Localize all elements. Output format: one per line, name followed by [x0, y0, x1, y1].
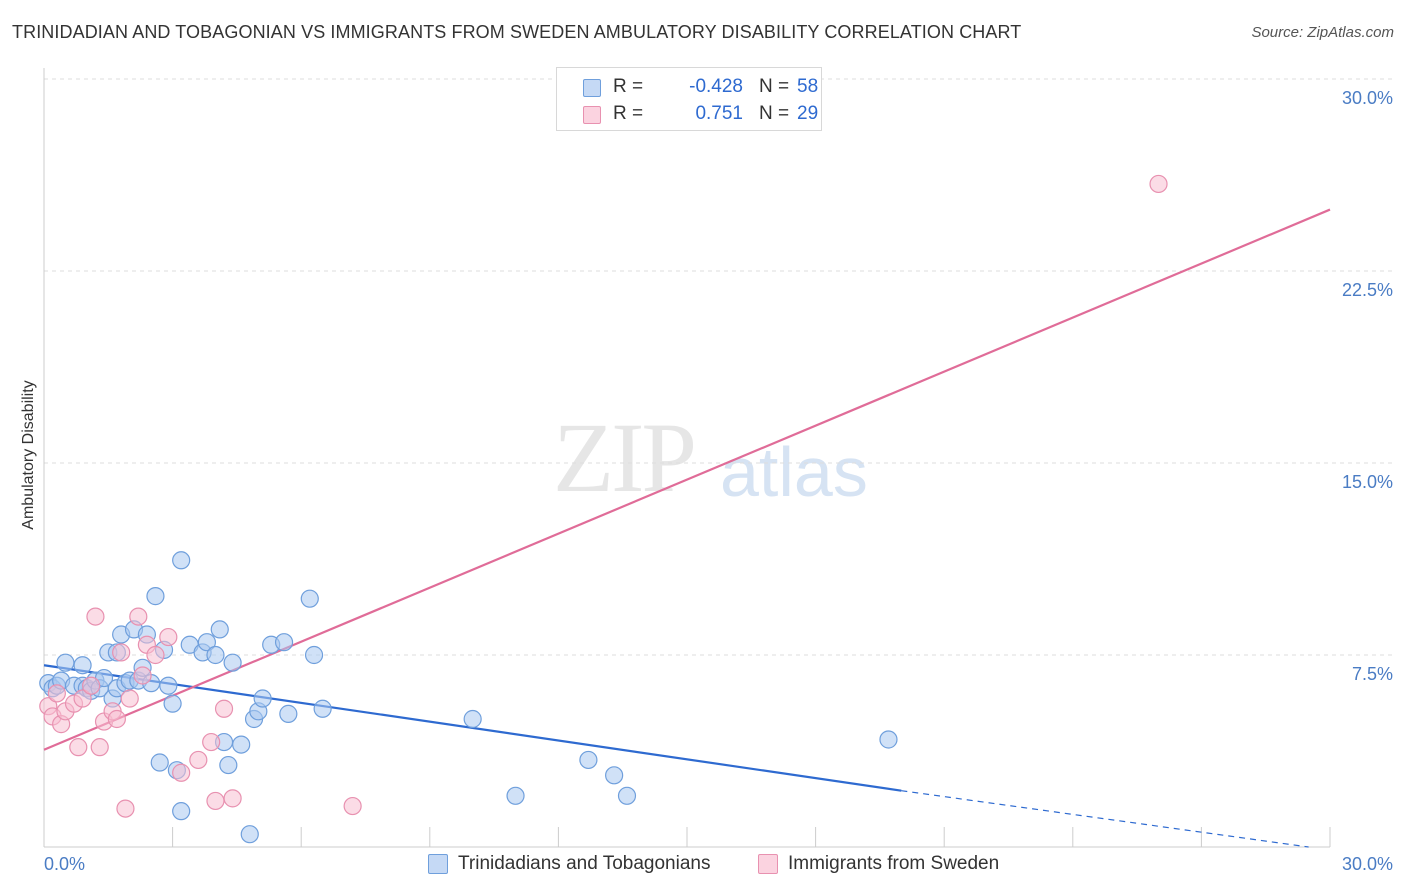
legend-swatch-blue	[583, 79, 601, 97]
source-credit: Source: ZipAtlas.com	[1251, 24, 1394, 41]
point-sweden	[129, 607, 148, 626]
watermark-atlas: atlas	[720, 433, 868, 511]
legend-n-label: N =	[759, 76, 790, 97]
point-sweden	[116, 799, 135, 818]
bottom-legend-label: Trinidadians and Tobagonians	[458, 853, 711, 874]
point-trinidadians	[313, 699, 332, 718]
point-trinidadians	[232, 735, 251, 754]
point-sweden	[206, 791, 225, 811]
point-trinidadians	[210, 620, 229, 639]
point-sweden	[214, 699, 234, 718]
point-sweden	[69, 738, 88, 757]
point-trinidadians	[223, 653, 242, 672]
point-trinidadians	[146, 587, 165, 606]
x-tick-label: 0.0%	[44, 854, 85, 874]
point-sweden	[1149, 174, 1168, 194]
point-sweden	[86, 607, 105, 626]
grid-layer	[44, 78, 1394, 656]
watermark-zip: ZIP	[553, 402, 697, 513]
point-trinidadians	[240, 825, 259, 844]
legend-n-value: 58	[797, 76, 819, 97]
point-trinidadians	[279, 704, 298, 723]
point-trinidadians	[463, 709, 482, 729]
point-sweden	[73, 689, 92, 708]
point-trinidadians	[150, 753, 169, 772]
point-trinidadians	[219, 755, 238, 775]
legend-r-label: R =	[613, 103, 644, 124]
legend-n-label: N =	[759, 103, 790, 124]
point-trinidadians	[159, 676, 178, 695]
axis-layer	[43, 68, 1331, 848]
trend-line-sweden	[43, 208, 1331, 751]
point-sweden	[107, 709, 126, 729]
point-sweden	[120, 689, 139, 708]
point-trinidadians	[304, 645, 324, 665]
point-trinidadians	[73, 656, 92, 675]
x-tick-label: 30.0%	[1342, 854, 1393, 874]
y-tick-label: 7.5%	[1352, 664, 1393, 684]
point-trinidadians	[579, 750, 598, 770]
point-sweden	[82, 676, 101, 695]
point-trinidadians	[506, 786, 525, 805]
tick-label-layer: 7.5% 15.0% 22.5% 30.0% 0.0% 30.0%	[44, 88, 1393, 874]
point-trinidadians	[274, 633, 294, 652]
point-trinidadians	[206, 645, 225, 665]
stats-legend: R = -0.428 N = 58 R = 0.751 N = 29	[556, 67, 822, 131]
point-sweden	[189, 750, 208, 770]
point-trinidadians	[617, 786, 637, 805]
point-trinidadians	[56, 653, 75, 672]
chart-title: TRINIDADIAN AND TOBAGONIAN VS IMMIGRANTS…	[12, 22, 1022, 42]
bottom-legend-swatch-blue	[428, 854, 448, 874]
point-sweden	[47, 684, 66, 703]
legend-n-value: 29	[797, 103, 819, 124]
y-tick-label: 22.5%	[1342, 280, 1393, 300]
point-sweden	[112, 643, 131, 662]
point-layer	[39, 174, 1168, 844]
point-sweden	[223, 789, 242, 808]
point-sweden	[172, 763, 191, 782]
trend-line-trinidadians-extension	[901, 790, 1309, 848]
point-sweden	[133, 666, 152, 685]
y-tick-label: 30.0%	[1342, 88, 1393, 108]
point-trinidadians	[197, 633, 216, 652]
point-sweden	[90, 738, 109, 757]
legend-r-value: 0.751	[695, 103, 743, 124]
point-trinidadians	[300, 589, 319, 608]
bottom-legend-swatch-pink	[758, 854, 778, 874]
point-trinidadians	[163, 694, 182, 713]
point-trinidadians	[879, 730, 898, 749]
point-trinidadians	[172, 551, 191, 570]
point-trinidadians	[605, 766, 624, 785]
point-sweden	[159, 627, 178, 647]
point-sweden	[146, 645, 165, 665]
point-sweden	[343, 796, 362, 816]
legend-r-value: -0.428	[689, 76, 743, 97]
point-trinidadians	[172, 802, 191, 821]
point-sweden	[202, 732, 221, 752]
legend-swatch-pink	[583, 106, 601, 124]
y-tick-label: 15.0%	[1342, 472, 1393, 492]
legend-r-label: R =	[613, 76, 644, 97]
bottom-legend-label: Immigrants from Sweden	[788, 853, 1000, 874]
point-trinidadians	[253, 689, 272, 708]
